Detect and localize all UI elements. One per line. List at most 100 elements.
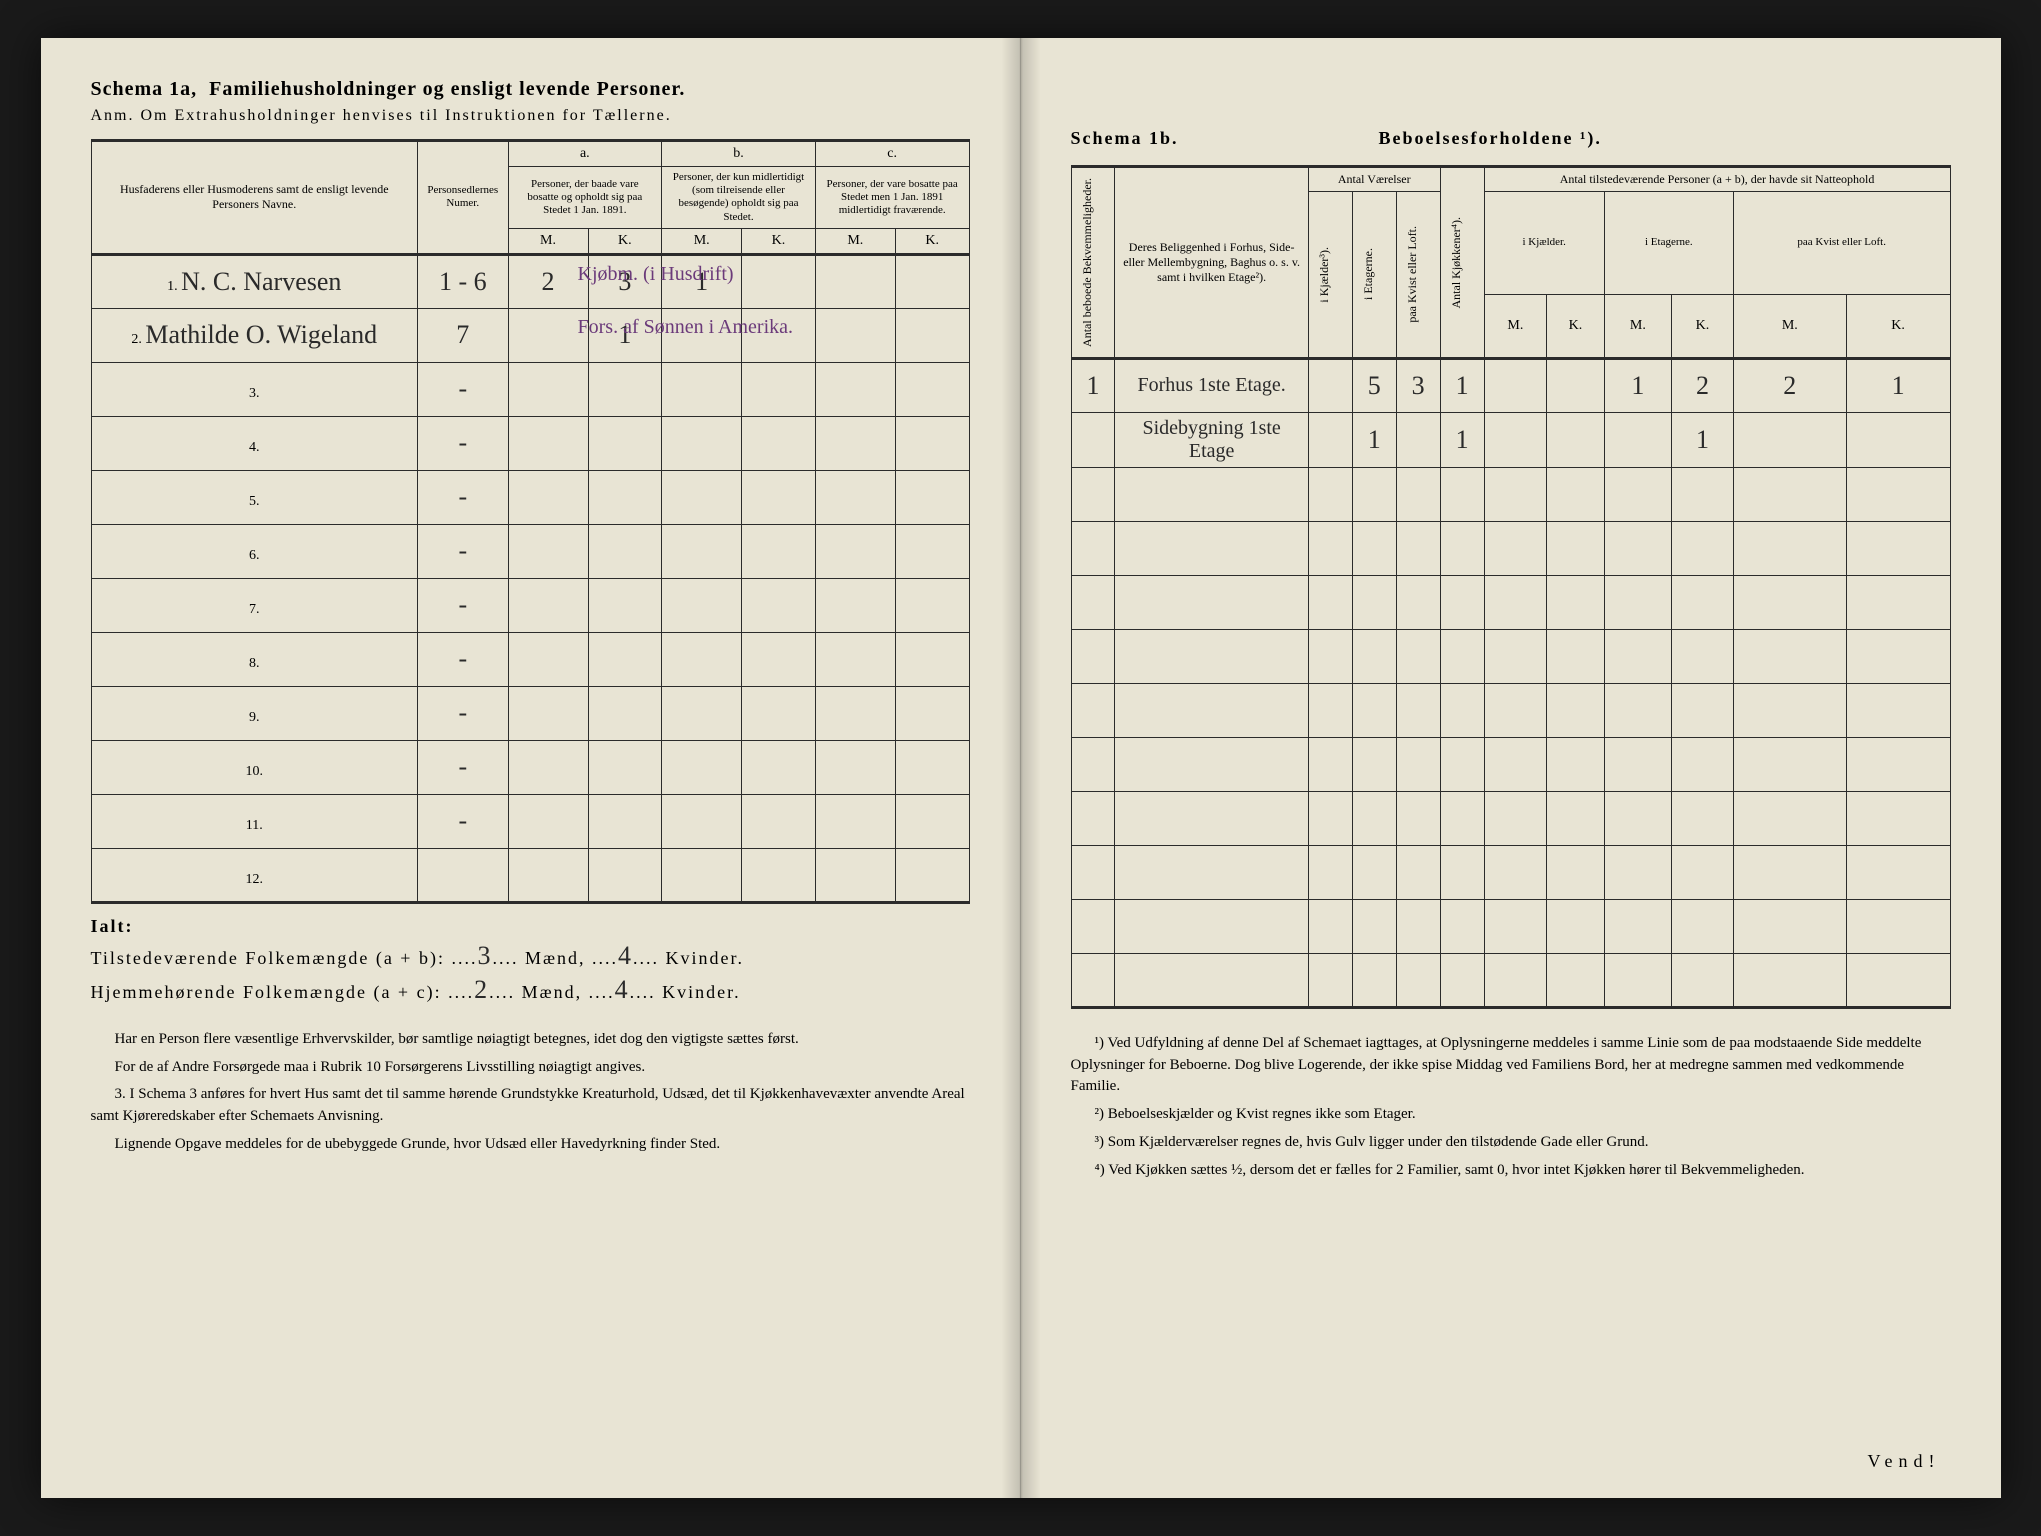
cell-neM bbox=[1604, 629, 1671, 683]
cell-bM bbox=[662, 524, 742, 578]
table-row: Sidebygning 1ste Etage111 bbox=[1071, 412, 1950, 467]
census-form: Schema 1a, Familiehusholdninger og ensli… bbox=[41, 38, 2001, 1498]
cell-cK bbox=[895, 740, 969, 794]
schema1a-table: Husfaderens eller Husmoderens samt de en… bbox=[91, 139, 970, 904]
cell-et bbox=[1352, 899, 1396, 953]
cell-bekv bbox=[1071, 412, 1115, 467]
cell-num: - bbox=[418, 632, 508, 686]
cell-aK bbox=[588, 794, 662, 848]
cell-nkM bbox=[1484, 899, 1547, 953]
fn: ¹) Ved Udfyldning af denne Del af Schema… bbox=[1071, 1033, 1951, 1098]
col-natte: Antal tilstedeværende Personer (a + b), … bbox=[1484, 167, 1950, 192]
cell-name: 8. bbox=[91, 632, 418, 686]
mk: K. bbox=[1846, 294, 1950, 358]
cell-nvK: 1 bbox=[1846, 358, 1950, 412]
cell-kv bbox=[1396, 521, 1440, 575]
cell-et: 1 bbox=[1352, 412, 1396, 467]
cell-nvM bbox=[1733, 737, 1846, 791]
table-row bbox=[1071, 899, 1950, 953]
cell-neM bbox=[1604, 521, 1671, 575]
col-n-kjael: i Kjælder. bbox=[1484, 192, 1604, 295]
table-row: 5. - bbox=[91, 470, 969, 524]
cell-aK bbox=[588, 362, 662, 416]
cell-kk bbox=[1440, 575, 1484, 629]
table-row: 3. - bbox=[91, 362, 969, 416]
table-row: 11. - bbox=[91, 794, 969, 848]
cell-bK bbox=[742, 632, 816, 686]
cell-name: 11. bbox=[91, 794, 418, 848]
cell-nvK bbox=[1846, 629, 1950, 683]
mk: K. bbox=[1672, 294, 1734, 358]
cell-neK bbox=[1672, 575, 1734, 629]
cell-nvM bbox=[1733, 953, 1846, 1007]
cell-kv bbox=[1396, 575, 1440, 629]
cell-bM bbox=[662, 686, 742, 740]
table-row: 10. - bbox=[91, 740, 969, 794]
cell-nkM bbox=[1484, 467, 1547, 521]
cell-aK bbox=[588, 848, 662, 902]
col-n-kvist: paa Kvist eller Loft. bbox=[1733, 192, 1950, 295]
cell-aM bbox=[508, 578, 588, 632]
cell-kj bbox=[1308, 953, 1352, 1007]
cell-nkK bbox=[1547, 737, 1605, 791]
cell-nvM bbox=[1733, 845, 1846, 899]
cell-kk bbox=[1440, 953, 1484, 1007]
cell-cK bbox=[895, 362, 969, 416]
cell-num: - bbox=[418, 524, 508, 578]
cell-cK bbox=[895, 848, 969, 902]
cell-bekv bbox=[1071, 899, 1115, 953]
cell-name: 2. Mathilde O. WigelandFors. af Sønnen i… bbox=[91, 308, 418, 362]
table-row bbox=[1071, 953, 1950, 1007]
cell-kk bbox=[1440, 899, 1484, 953]
tot1-k-lbl: Kvinder. bbox=[665, 948, 744, 968]
tot1-label: Tilstedeværende Folkemængde (a + b): bbox=[91, 948, 445, 968]
cell-kj bbox=[1308, 629, 1352, 683]
cell-belig bbox=[1115, 467, 1308, 521]
cell-cK bbox=[895, 524, 969, 578]
cell-neK bbox=[1672, 845, 1734, 899]
cell-belig bbox=[1115, 629, 1308, 683]
cell-name: 1. N. C. NarvesenKjøbm. (i Husdrift) bbox=[91, 254, 418, 308]
cell-kj bbox=[1308, 412, 1352, 467]
cell-bM bbox=[662, 632, 742, 686]
tot1-m-lbl: Mænd, bbox=[525, 948, 586, 968]
cell-num: - bbox=[418, 416, 508, 470]
table-row: 9. - bbox=[91, 686, 969, 740]
schema1a-label: Schema 1a, bbox=[91, 78, 198, 100]
cell-num: - bbox=[418, 470, 508, 524]
tot2-k-lbl: Kvinder. bbox=[662, 982, 741, 1002]
cell-kj bbox=[1308, 791, 1352, 845]
cell-neK bbox=[1672, 683, 1734, 737]
cell-aK bbox=[588, 524, 662, 578]
cell-aK bbox=[588, 686, 662, 740]
tot2-m-lbl: Mænd, bbox=[522, 982, 583, 1002]
cell-bekv bbox=[1071, 575, 1115, 629]
fn: For de af Andre Forsørgede maa i Rubrik … bbox=[91, 1057, 970, 1079]
table-row bbox=[1071, 521, 1950, 575]
cell-belig bbox=[1115, 845, 1308, 899]
cell-num bbox=[418, 848, 508, 902]
cell-aM bbox=[508, 740, 588, 794]
tot2-k: 4 bbox=[615, 975, 630, 1004]
cell-cM bbox=[815, 686, 895, 740]
cell-bK bbox=[742, 848, 816, 902]
cell-neM bbox=[1604, 791, 1671, 845]
cell-kj bbox=[1308, 845, 1352, 899]
cell-kj bbox=[1308, 467, 1352, 521]
cell-nkK bbox=[1547, 899, 1605, 953]
cell-kk bbox=[1440, 629, 1484, 683]
ialt-label: Ialt: bbox=[91, 916, 134, 936]
cell-nvM: 2 bbox=[1733, 358, 1846, 412]
cell-nvK bbox=[1846, 575, 1950, 629]
cell-kj bbox=[1308, 521, 1352, 575]
cell-nkK bbox=[1547, 629, 1605, 683]
cell-bekv: 1 bbox=[1071, 358, 1115, 412]
total-present: Tilstedeværende Folkemængde (a + b): ...… bbox=[91, 941, 970, 971]
schema1a-title: Schema 1a, Familiehusholdninger og ensli… bbox=[91, 78, 970, 101]
cell-nkK bbox=[1547, 521, 1605, 575]
cell-neK bbox=[1672, 791, 1734, 845]
mk: M. bbox=[815, 228, 895, 254]
cell-nvM bbox=[1733, 412, 1846, 467]
col-c-head: c. bbox=[815, 141, 969, 167]
mk: K. bbox=[588, 228, 662, 254]
